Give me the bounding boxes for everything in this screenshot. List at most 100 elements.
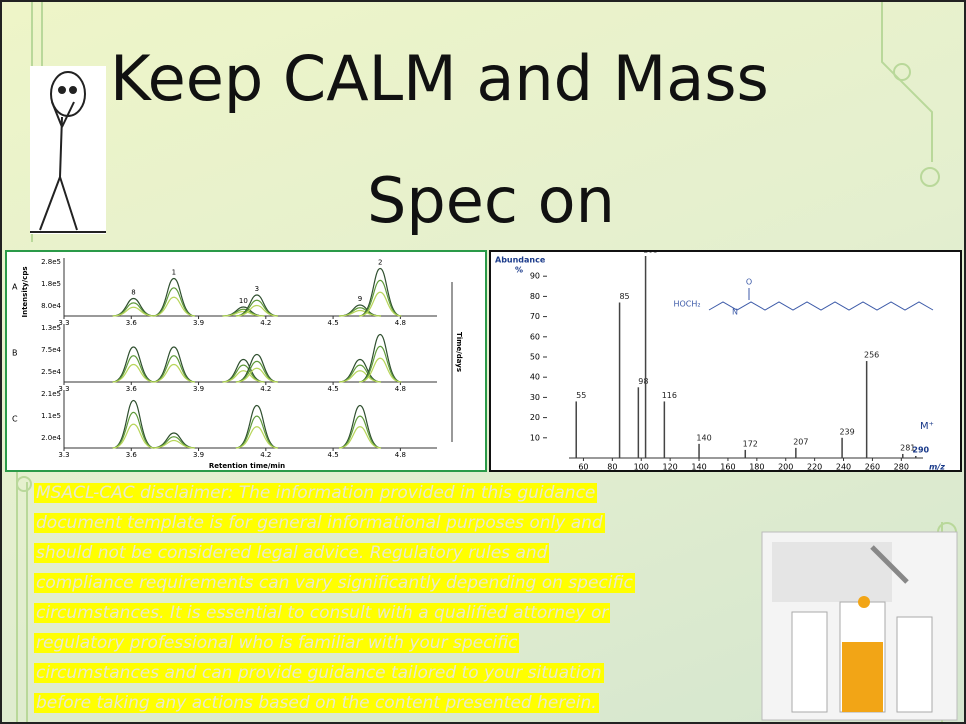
- disclaimer-text: circumstances and can provide guidance t…: [34, 663, 604, 683]
- x-tick-label: 80: [607, 463, 617, 472]
- peak: [113, 307, 155, 316]
- peak-label: 207: [793, 437, 808, 446]
- peak-label: 172: [743, 439, 758, 448]
- side-label: Time/days: [455, 332, 463, 372]
- disclaimer-line: regulatory professional who is familiar …: [34, 628, 734, 658]
- y-tick-label: 60: [530, 332, 540, 341]
- x-tick-label: 200: [778, 463, 793, 472]
- panel-label: C: [12, 415, 18, 424]
- x-tick-label: 120: [663, 463, 678, 472]
- peak-label: 10: [239, 297, 248, 305]
- x-tick-label: 180: [749, 463, 764, 472]
- x-tick-label: 3.6: [126, 451, 138, 459]
- slide: Keep CALM and Mass Spec on A 2.8e5 1.8e5 8.…: [0, 0, 966, 724]
- peak-label: 1: [172, 269, 176, 277]
- x-tick-label: 4.2: [260, 319, 271, 327]
- x-tick-label: 280: [894, 463, 909, 472]
- peak: [339, 311, 381, 317]
- peak: [153, 356, 195, 382]
- x-tick-label: 60: [578, 463, 588, 472]
- disclaimer-line: compliance requirements can vary signifi…: [34, 568, 734, 598]
- structure-label: O: [746, 278, 752, 287]
- disclaimer-text: document template is for general informa…: [34, 513, 605, 533]
- y-tick-label: 2.0e4: [41, 434, 61, 442]
- x-tick-label: 4.2: [260, 385, 271, 393]
- peak-label: 9: [358, 295, 362, 303]
- y-tick-label: 10: [530, 433, 540, 442]
- y-tick-label: 2.8e5: [41, 258, 61, 266]
- y-tick-label: 90: [530, 272, 540, 281]
- x-tick-label: 3.9: [193, 385, 204, 393]
- disclaimer-text: circumstances. It is essential to consul…: [34, 603, 610, 623]
- x-tick-label: 3.9: [193, 319, 204, 327]
- disclaimer-text: regulatory professional who is familiar …: [34, 633, 519, 653]
- y-tick-label: 7.5e4: [41, 346, 61, 354]
- peak-label: 103: [643, 250, 658, 255]
- peak-label: 116: [662, 391, 677, 400]
- structure-label: N: [732, 308, 738, 317]
- disclaimer: MSACL-CAC disclaimer: The information pr…: [34, 478, 734, 718]
- peak: [339, 416, 381, 448]
- y-tick-label: 40: [530, 373, 540, 382]
- peak: [359, 346, 401, 382]
- title-line: Spec on: [367, 164, 615, 237]
- x-tick-label: 3.3: [58, 451, 69, 459]
- x-tick-label: 3.6: [126, 319, 138, 327]
- x-tick-label: 3.6: [126, 385, 138, 393]
- y-axis-unit: %: [515, 266, 523, 275]
- x-axis-label: m/z: [929, 463, 945, 472]
- y-tick-label: 80: [530, 292, 540, 301]
- y-tick-label: 1.8e5: [41, 280, 61, 288]
- x-tick-label: 4.8: [395, 319, 406, 327]
- y-tick-label: 1.3e5: [41, 324, 61, 332]
- peak: [236, 416, 278, 448]
- title-line: Keep CALM and Mass: [110, 42, 769, 115]
- x-tick-label: 4.2: [260, 451, 271, 459]
- x-tick-label: 4.5: [328, 451, 339, 459]
- x-tick-label: 100: [634, 463, 649, 472]
- y-axis-label: Intensity/cps: [21, 266, 29, 317]
- disclaimer-line: should not be considered legal advice. R…: [34, 538, 734, 568]
- peak: [339, 308, 381, 316]
- y-tick-label: 30: [530, 393, 540, 402]
- peak: [113, 356, 155, 382]
- x-tick-label: 220: [807, 463, 822, 472]
- x-tick-label: 4.8: [395, 451, 406, 459]
- beaker-image: [762, 532, 957, 720]
- peak-label: 140: [696, 433, 711, 442]
- peak-label: 239: [839, 427, 854, 436]
- disclaimer-line: circumstances. It is essential to consul…: [34, 598, 734, 628]
- disclaimer-text: compliance requirements can vary signifi…: [34, 573, 635, 593]
- y-tick-label: 2.5e4: [41, 368, 61, 376]
- y-tick-label: 70: [530, 312, 540, 321]
- peak: [153, 288, 195, 316]
- disclaimer-line: MSACL-CAC disclaimer: The information pr…: [34, 478, 734, 508]
- ion-label: M⁺: [920, 421, 934, 432]
- peak-label: 256: [864, 351, 879, 360]
- x-tick-label: 140: [691, 463, 706, 472]
- peak-label: 2: [378, 259, 382, 267]
- x-tick-label: 160: [720, 463, 735, 472]
- panel-label: A: [12, 283, 18, 292]
- peak: [153, 441, 195, 449]
- y-tick-label: 1.1e5: [41, 412, 61, 420]
- disclaimer-line: circumstances and can provide guidance t…: [34, 658, 734, 688]
- structure-label: HOCH₂: [673, 300, 700, 309]
- disclaimer-line: before taking any actions based on the c…: [34, 688, 734, 718]
- x-tick-label: 260: [865, 463, 880, 472]
- peak-label: 290: [912, 445, 929, 454]
- disclaimer-line: document template is for general informa…: [34, 508, 734, 538]
- y-tick-label: 8.0e4: [41, 302, 61, 310]
- peak-label: 98: [638, 377, 648, 386]
- x-tick-label: 4.8: [395, 385, 406, 393]
- peak: [113, 412, 155, 448]
- x-tick-label: 4.5: [328, 319, 339, 327]
- x-tick-label: 240: [836, 463, 851, 472]
- disclaimer-text: should not be considered legal advice. R…: [34, 543, 549, 563]
- x-tick-label: 3.9: [193, 451, 204, 459]
- y-tick-label: 50: [530, 353, 540, 362]
- peak-label: 55: [576, 391, 586, 400]
- peak-label: 8: [131, 289, 135, 297]
